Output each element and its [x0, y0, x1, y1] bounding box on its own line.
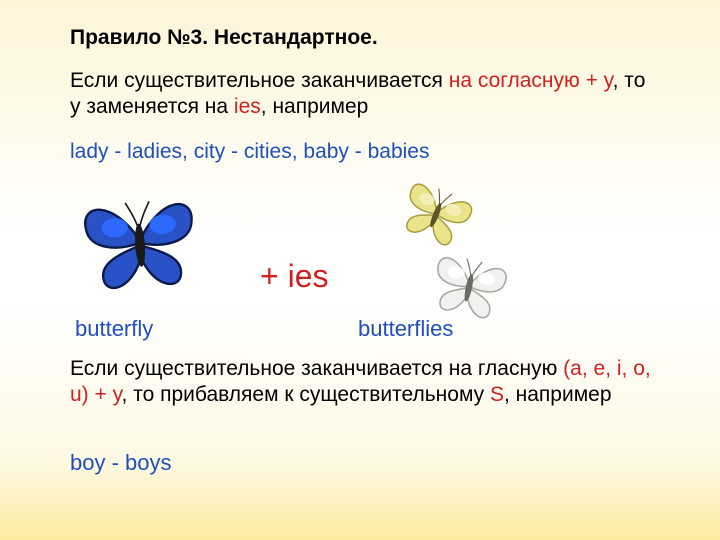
p2-a: Если существительное заканчивается на гл…	[70, 357, 563, 380]
rule-paragraph-1: Если существительное заканчивается на со…	[70, 68, 660, 121]
examples-line-2: boy - boys	[70, 450, 172, 476]
butterfly-icon	[430, 252, 508, 322]
plus-ies-label: + ies	[260, 258, 328, 295]
examples-line-1: lady - ladies, city - cities, baby - bab…	[70, 139, 660, 165]
p2-d-s: S	[490, 383, 504, 406]
butterfly-icon	[80, 190, 200, 298]
p1-b-consonant-y: на согласную + y	[449, 69, 613, 92]
p1-a: Если существительное заканчивается	[70, 69, 449, 92]
p1-e: , например	[261, 95, 369, 118]
butterfly-icon	[400, 182, 472, 247]
rule-paragraph-2: Если существительное заканчивается на гл…	[70, 356, 660, 409]
word-butterfly: butterfly	[75, 316, 153, 342]
p2-c: , то прибавляем к существительному	[122, 383, 490, 406]
p1-d-ies: ies	[234, 95, 261, 118]
p2-e: , например	[504, 383, 612, 406]
word-butterflies: butterflies	[358, 316, 453, 342]
rule-title: Правило №3. Нестандартное.	[70, 26, 660, 50]
